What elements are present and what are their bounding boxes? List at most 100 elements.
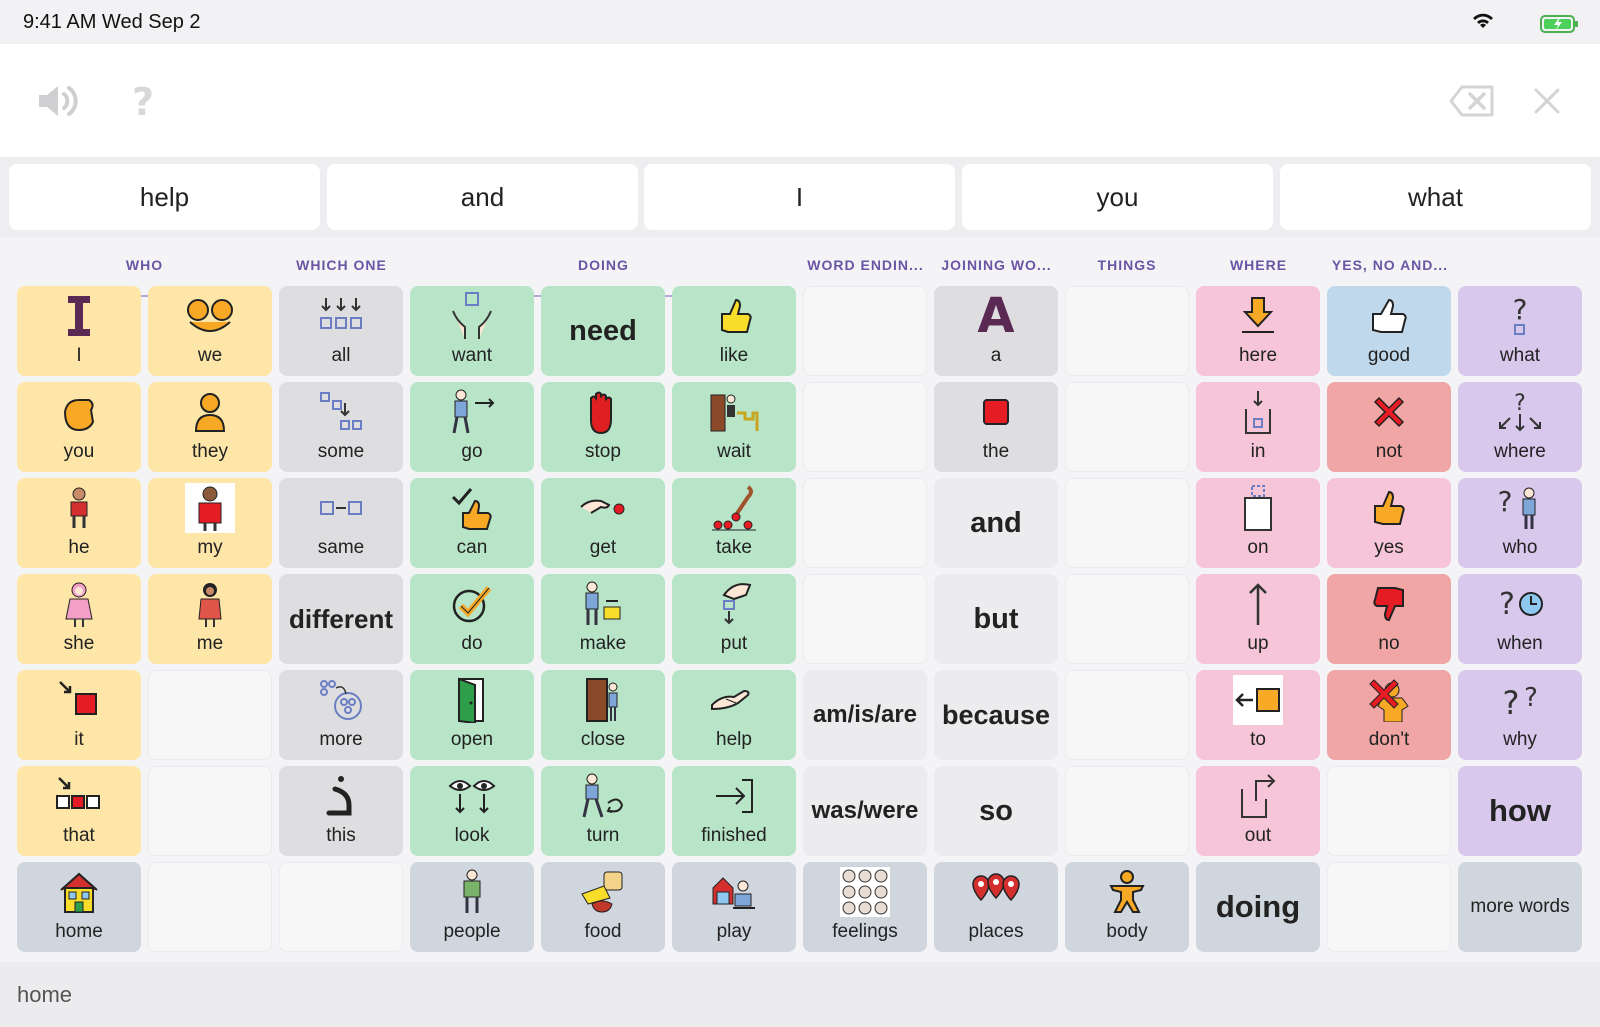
word-button-open[interactable]: open	[410, 670, 534, 760]
word-button-my[interactable]: my	[148, 478, 272, 568]
word-button-can[interactable]: can	[410, 478, 534, 568]
word-button-the[interactable]: the	[934, 382, 1058, 472]
word-button-take[interactable]: take	[672, 478, 796, 568]
close-icon[interactable]	[1522, 76, 1572, 126]
word-button-this[interactable]: this	[279, 766, 403, 856]
folder-button-food[interactable]: food	[541, 862, 665, 952]
word-button-want[interactable]: want	[410, 286, 534, 376]
word-button-me[interactable]: me	[148, 574, 272, 664]
breadcrumb[interactable]: home	[17, 982, 73, 1007]
word-button-look[interactable]: look	[410, 766, 534, 856]
word-label: he	[68, 537, 90, 558]
word-button-it[interactable]: it	[17, 670, 141, 760]
prediction-button[interactable]: and	[327, 164, 638, 230]
word-button-go[interactable]: go	[410, 382, 534, 472]
folder-button-body[interactable]: body	[1065, 862, 1189, 952]
word-button-why[interactable]: ?? why	[1458, 670, 1582, 760]
word-button-that[interactable]: that	[17, 766, 141, 856]
word-button-more[interactable]: more	[279, 670, 403, 760]
word-button-we[interactable]: we	[148, 286, 272, 376]
word-button-help[interactable]: help	[672, 670, 796, 760]
question-icon[interactable]: ?	[118, 76, 168, 126]
folder-button-places[interactable]: places	[934, 862, 1058, 952]
thumbs-up-icon	[704, 291, 764, 341]
word-button-you[interactable]: you	[17, 382, 141, 472]
word-button-wait[interactable]: wait	[672, 382, 796, 472]
folder-button-play[interactable]: play	[672, 862, 796, 952]
prediction-button[interactable]: help	[9, 164, 320, 230]
person-icon	[180, 387, 240, 437]
word-button-some[interactable]: some	[279, 382, 403, 472]
take-balls-icon	[704, 483, 764, 533]
word-button-how[interactable]: how	[1458, 766, 1582, 856]
word-label: up	[1247, 633, 1269, 654]
word-button-where[interactable]: ? where	[1458, 382, 1582, 472]
word-button-what[interactable]: ? what	[1458, 286, 1582, 376]
word-button-get[interactable]: get	[541, 478, 665, 568]
word-label: take	[716, 537, 752, 558]
word-button-and[interactable]: and	[934, 478, 1058, 568]
word-button-no[interactable]: no	[1327, 574, 1451, 664]
word-button-to[interactable]: to	[1196, 670, 1320, 760]
word-label: more	[319, 729, 363, 750]
word-label: not	[1375, 441, 1403, 462]
word-label: close	[580, 729, 626, 750]
word-button-not[interactable]: not	[1327, 382, 1451, 472]
word-button-same[interactable]: same	[279, 478, 403, 568]
word-button-so[interactable]: so	[934, 766, 1058, 856]
question-clock-icon: ?	[1490, 579, 1550, 629]
word-button-in[interactable]: in	[1196, 382, 1320, 472]
word-button-need[interactable]: need	[541, 286, 665, 376]
word-button-on[interactable]: on	[1196, 478, 1320, 568]
word-label: go	[461, 441, 483, 462]
folder-button-people[interactable]: people	[410, 862, 534, 952]
word-button-was-were[interactable]: was/were	[803, 766, 927, 856]
word-button-a[interactable]: A a	[934, 286, 1058, 376]
word-button-good[interactable]: good	[1327, 286, 1451, 376]
footer-bar: home	[0, 962, 1600, 1027]
word-button-do[interactable]: do	[410, 574, 534, 664]
word-label: finished	[701, 825, 767, 846]
word-button-he[interactable]: he	[17, 478, 141, 568]
word-button-yes[interactable]: yes	[1327, 478, 1451, 568]
word-button-make[interactable]: make	[541, 574, 665, 664]
word-label: am/is/are	[812, 701, 918, 728]
prediction-button[interactable]: I	[644, 164, 955, 230]
folder-button-feelings[interactable]: feelings	[803, 862, 927, 952]
word-label: people	[443, 921, 501, 942]
folder-button-home[interactable]: home	[17, 862, 141, 952]
word-button-who[interactable]: ? who	[1458, 478, 1582, 568]
word-button-dont[interactable]: don't	[1327, 670, 1451, 760]
empty-cell	[1065, 670, 1189, 760]
word-button-because[interactable]: because	[934, 670, 1058, 760]
word-button-but[interactable]: but	[934, 574, 1058, 664]
speaker-icon[interactable]	[33, 76, 83, 126]
word-button-put[interactable]: put	[672, 574, 796, 664]
word-button-am-is-are[interactable]: am/is/are	[803, 670, 927, 760]
word-button-she[interactable]: she	[17, 574, 141, 664]
word-button-like[interactable]: like	[672, 286, 796, 376]
word-button-out[interactable]: out	[1196, 766, 1320, 856]
prediction-bar: help and I you what	[0, 157, 1600, 237]
word-button-stop[interactable]: stop	[541, 382, 665, 472]
prediction-button[interactable]: what	[1280, 164, 1591, 230]
boy-icon	[49, 483, 109, 533]
word-button-all[interactable]: all	[279, 286, 403, 376]
folder-button-more-words[interactable]: more words	[1458, 862, 1582, 952]
people-hug-icon	[180, 291, 240, 341]
backspace-icon[interactable]	[1447, 76, 1497, 126]
word-button-different[interactable]: different	[279, 574, 403, 664]
prediction-button[interactable]: you	[962, 164, 1273, 230]
word-button-close[interactable]: close	[541, 670, 665, 760]
thumbs-up-icon	[1359, 483, 1419, 533]
word-button-finished[interactable]: finished	[672, 766, 796, 856]
word-label: on	[1247, 537, 1269, 558]
word-button-i[interactable]: I	[17, 286, 141, 376]
word-button-when[interactable]: ? when	[1458, 574, 1582, 664]
word-label: home	[55, 921, 103, 942]
word-button-here[interactable]: here	[1196, 286, 1320, 376]
word-button-they[interactable]: they	[148, 382, 272, 472]
word-button-turn[interactable]: turn	[541, 766, 665, 856]
folder-button-doing[interactable]: doing	[1196, 862, 1320, 952]
word-button-up[interactable]: up	[1196, 574, 1320, 664]
